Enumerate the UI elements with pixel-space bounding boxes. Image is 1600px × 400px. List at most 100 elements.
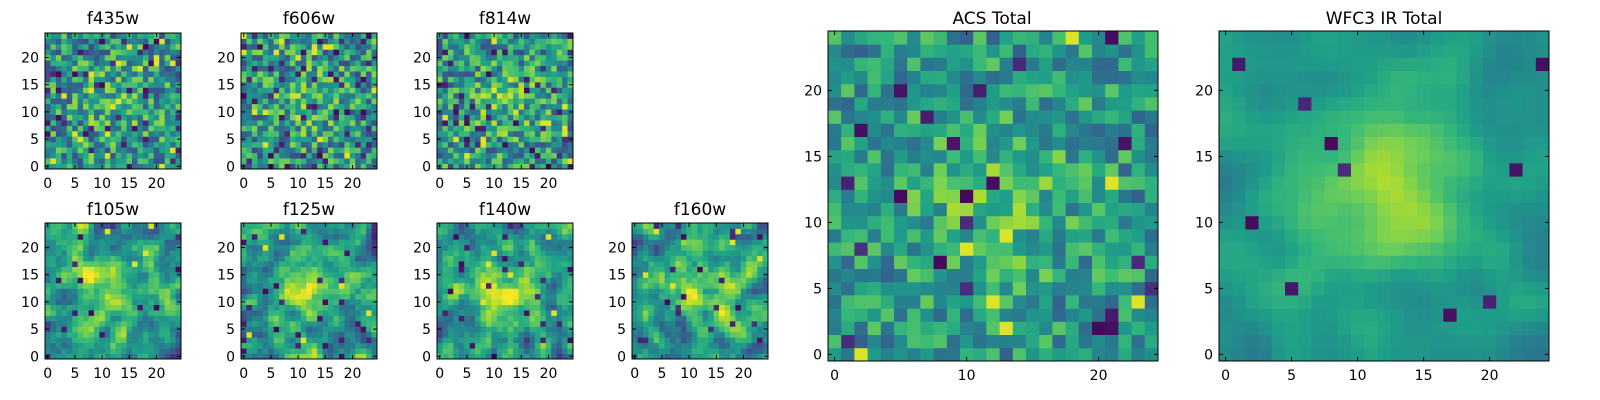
heatmap-cell: [841, 321, 855, 335]
heatmap-cell: [164, 38, 171, 45]
heatmap-cell: [300, 304, 307, 311]
heatmap-cell: [529, 43, 536, 50]
heatmap-cell: [475, 33, 481, 39]
heatmap-cell: [153, 98, 160, 105]
heatmap-cell: [355, 293, 362, 300]
heatmap-cell: [93, 81, 100, 88]
heatmap-cell: [920, 242, 934, 256]
heatmap-cell: [295, 244, 302, 251]
heatmap-cell: [686, 288, 693, 295]
heatmap-cell: [480, 152, 487, 159]
heatmap-cell: [518, 130, 525, 137]
heatmap-cell: [251, 331, 258, 338]
heatmap-cell: [524, 60, 530, 67]
heatmap-cell: [355, 250, 362, 257]
heatmap-cell: [751, 348, 758, 354]
heatmap-cell: [724, 293, 731, 300]
heatmap-cell: [691, 326, 698, 333]
heatmap-cell: [507, 163, 514, 170]
heatmap-cell: [279, 141, 285, 148]
heatmap-cell: [480, 76, 487, 83]
heatmap-cell: [251, 288, 258, 295]
heatmap-cell: [562, 255, 568, 262]
heatmap-cell: [126, 304, 133, 311]
heatmap-cell: [567, 310, 574, 316]
heatmap-cell: [534, 288, 541, 295]
heatmap-cell: [469, 81, 476, 88]
heatmap-cell: [513, 282, 519, 289]
heatmap-cell: [246, 250, 253, 257]
heatmap-cell: [1065, 215, 1080, 230]
heatmap-cell: [524, 255, 530, 262]
heatmap-cell: [529, 228, 536, 235]
heatmap-cell: [458, 342, 465, 349]
heatmap-cell: [317, 277, 323, 284]
y-tick-label: 10: [21, 105, 39, 121]
heatmap-cell: [251, 233, 258, 240]
heatmap-cell: [518, 65, 525, 72]
heatmap-cell: [524, 98, 530, 105]
heatmap-cell: [121, 337, 127, 344]
heatmap-cell: [960, 295, 974, 309]
heatmap-cell: [642, 342, 649, 349]
heatmap-cell: [880, 308, 895, 322]
heatmap-cell: [545, 120, 552, 126]
heatmap-cell: [551, 158, 558, 164]
heatmap-cell: [724, 331, 731, 338]
heatmap-cell: [45, 43, 51, 50]
heatmap-cell: [317, 109, 323, 115]
heatmap-cell: [686, 342, 693, 349]
heatmap-cell: [371, 120, 378, 126]
heatmap-cell: [894, 321, 908, 335]
heatmap-cell: [115, 342, 122, 349]
heatmap-cell: [447, 38, 454, 45]
heatmap-cell: [164, 228, 171, 235]
heatmap-cell: [485, 49, 492, 56]
heatmap-cell: [322, 244, 329, 251]
heatmap-cell: [371, 228, 378, 235]
heatmap-cell: [322, 141, 329, 148]
heatmap-cell: [491, 92, 498, 99]
heatmap-cell: [317, 304, 323, 311]
heatmap-cell: [306, 223, 313, 229]
heatmap-cell: [115, 233, 122, 240]
heatmap-cell: [1144, 321, 1159, 335]
heatmap-cell: [496, 320, 503, 327]
heatmap-cell: [88, 158, 95, 164]
heatmap-cell: [751, 342, 758, 349]
heatmap-cell: [355, 337, 362, 344]
heatmap-cell: [61, 266, 68, 273]
heatmap-cell: [713, 348, 720, 354]
heatmap-cell: [241, 76, 247, 83]
heatmap-cell: [279, 136, 285, 143]
y-tick-label: 20: [608, 240, 626, 256]
heatmap-cell: [295, 49, 302, 56]
heatmap-cell: [562, 163, 568, 170]
heatmap-cell: [284, 60, 291, 67]
heatmap-cell: [507, 147, 514, 154]
heatmap-cell: [311, 331, 318, 338]
heatmap-cell: [724, 310, 731, 316]
heatmap-cell: [349, 331, 356, 338]
heatmap-cell: [545, 337, 552, 344]
heatmap-cell: [529, 103, 536, 110]
heatmap-cell: [551, 147, 558, 154]
heatmap-cell: [447, 136, 454, 143]
heatmap-cell: [491, 239, 498, 246]
heatmap-cell: [464, 310, 471, 316]
heatmap-cell: [344, 114, 351, 121]
heatmap-cell: [77, 266, 84, 273]
heatmap-cell: [513, 304, 519, 311]
heatmap-cell: [289, 261, 296, 267]
heatmap-cell: [104, 163, 111, 170]
heatmap-cell: [126, 244, 133, 251]
heatmap-cell: [93, 277, 100, 284]
heatmap-cell: [360, 136, 367, 143]
heatmap-cell: [540, 130, 547, 137]
heatmap-cell: [540, 304, 547, 311]
heatmap-cell: [480, 114, 487, 121]
heatmap-cell: [437, 76, 443, 83]
heatmap-cell: [464, 103, 471, 110]
heatmap-cell: [83, 250, 89, 257]
heatmap-cell: [469, 125, 476, 132]
